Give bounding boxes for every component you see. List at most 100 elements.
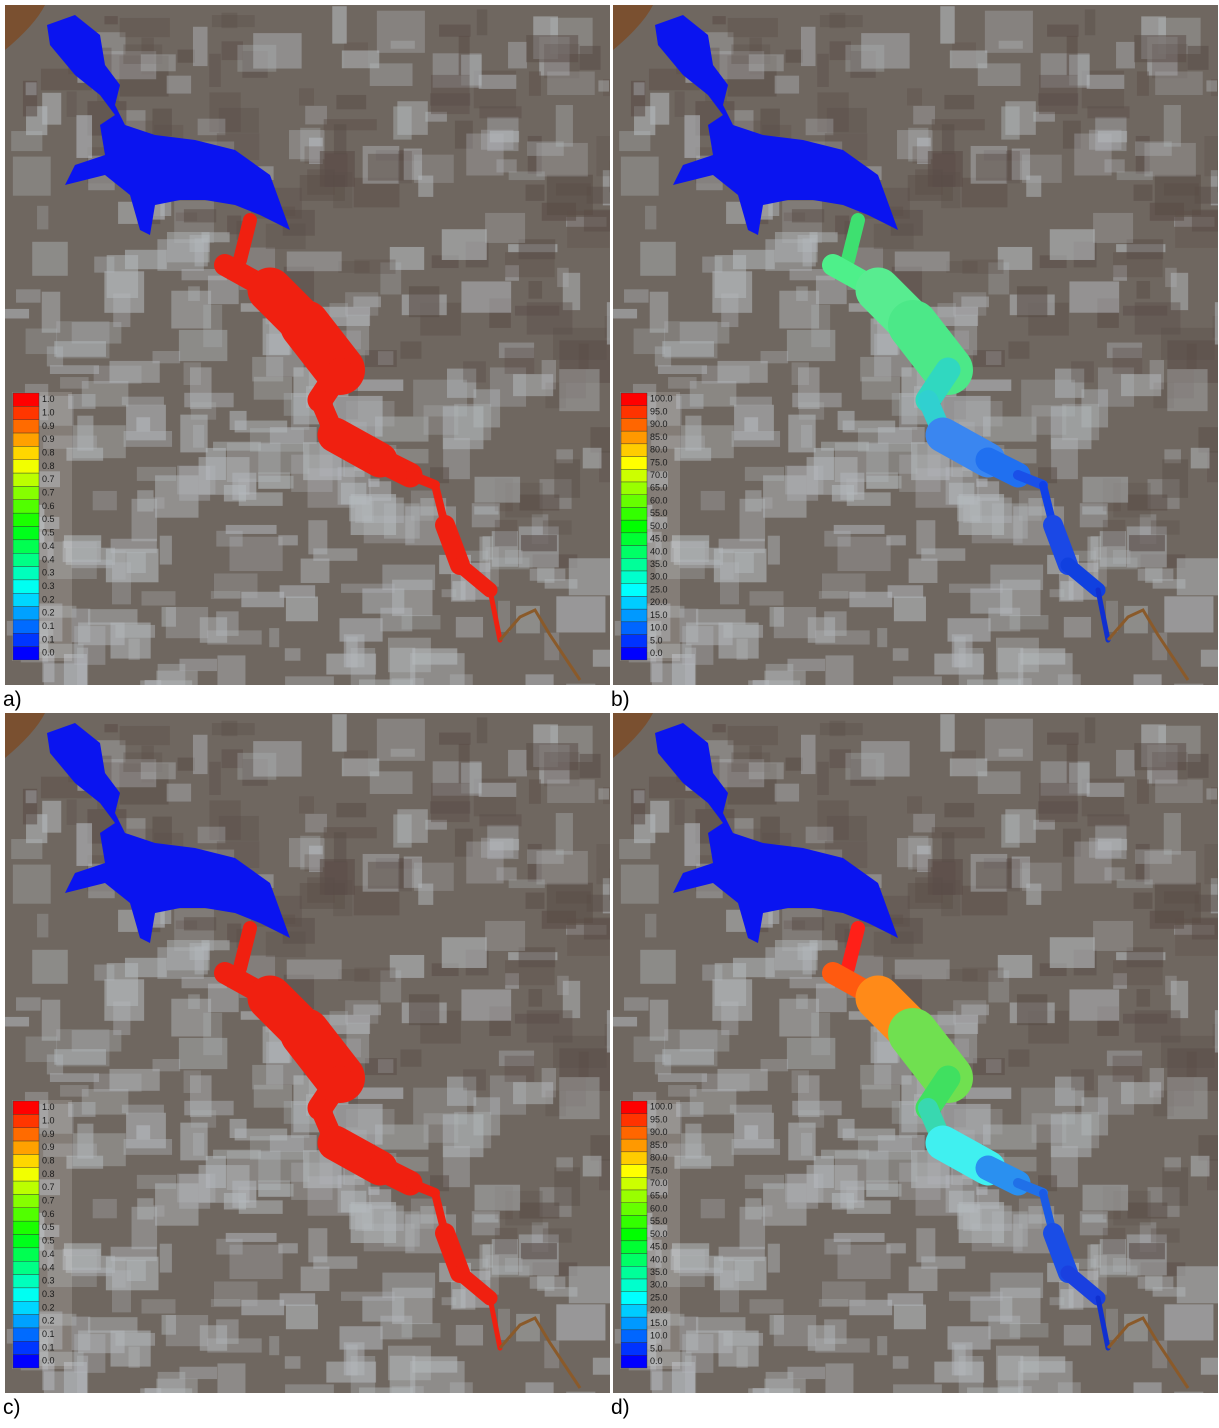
land-patch xyxy=(624,997,649,1010)
land-patch xyxy=(178,758,195,771)
legend-label: 0.6 xyxy=(42,501,55,511)
land-patch xyxy=(184,1070,201,1093)
land-patch xyxy=(719,539,765,553)
land-patch xyxy=(1137,281,1151,299)
land-patch xyxy=(378,1059,393,1073)
land-patch xyxy=(1093,213,1133,243)
legend-swatch xyxy=(621,1177,647,1190)
land-patch xyxy=(650,292,668,333)
land-patch xyxy=(1087,75,1125,89)
land-patch xyxy=(82,381,129,407)
legend-swatch xyxy=(13,1194,39,1207)
land-patch xyxy=(199,457,250,495)
legend-swatch xyxy=(13,1275,39,1288)
land-patch xyxy=(849,1300,892,1315)
legend-swatch xyxy=(621,495,647,508)
legend-label: 0.4 xyxy=(42,1249,55,1259)
land-patch xyxy=(526,674,554,685)
land-patch xyxy=(893,648,909,661)
land-patch xyxy=(774,607,816,638)
legend-label: 0.0 xyxy=(42,1356,55,1366)
land-patch xyxy=(895,252,950,272)
land-patch xyxy=(607,1010,610,1052)
map-panel: 100.095.090.085.080.075.070.065.060.055.… xyxy=(613,713,1218,1393)
land-patch xyxy=(145,1388,162,1393)
land-patch xyxy=(141,54,176,71)
land-patch xyxy=(1164,105,1181,147)
legend-swatch xyxy=(621,507,647,520)
land-patch xyxy=(556,891,591,903)
land-patch xyxy=(398,859,412,891)
land-patch xyxy=(825,1363,853,1393)
land-patch xyxy=(749,762,784,779)
land-patch xyxy=(513,1082,553,1104)
legend-swatch xyxy=(621,1215,647,1228)
land-patch xyxy=(803,946,816,974)
land-patch xyxy=(152,817,171,845)
land-patch xyxy=(696,609,746,625)
land-patch xyxy=(634,790,645,803)
land-patch xyxy=(701,1199,725,1218)
land-patch xyxy=(11,839,42,859)
legend-label: 0.9 xyxy=(42,1142,55,1152)
land-patch xyxy=(341,584,395,593)
legend-label: 0.1 xyxy=(42,1329,55,1339)
land-patch xyxy=(222,13,238,28)
land-patch xyxy=(141,762,176,779)
land-patch xyxy=(1039,783,1078,822)
land-patch xyxy=(5,1017,29,1027)
land-patch xyxy=(838,411,855,430)
land-patch xyxy=(129,1347,140,1368)
legend-label: 35.0 xyxy=(650,1267,668,1277)
land-patch xyxy=(72,1030,122,1052)
land-patch xyxy=(250,1136,304,1160)
land-patch xyxy=(112,1258,125,1287)
land-patch xyxy=(1134,743,1186,770)
legend-swatch xyxy=(621,546,647,559)
land-patch xyxy=(1010,1323,1049,1337)
legend-swatch xyxy=(621,444,647,457)
land-patch xyxy=(362,1208,374,1231)
land-patch xyxy=(1164,813,1181,855)
land-patch xyxy=(1008,341,1029,358)
land-patch xyxy=(760,109,779,137)
land-patch xyxy=(287,960,342,980)
legend-swatch xyxy=(13,527,39,540)
land-patch xyxy=(278,535,297,545)
land-patch xyxy=(439,733,470,745)
figure: 1.01.00.90.90.80.80.70.70.60.50.50.40.40… xyxy=(0,0,1219,1428)
land-patch xyxy=(866,1184,901,1197)
land-patch xyxy=(13,157,51,196)
land-patch xyxy=(817,54,829,87)
land-patch xyxy=(485,921,525,951)
legend-label: 85.0 xyxy=(650,432,668,442)
land-patch xyxy=(481,838,513,858)
land-patch xyxy=(463,361,486,382)
land-patch xyxy=(94,965,114,981)
land-patch xyxy=(529,281,543,299)
land-patch xyxy=(354,968,395,982)
land-patch xyxy=(391,41,415,49)
legend-swatch xyxy=(13,513,39,526)
legend-swatch xyxy=(13,1141,39,1154)
land-patch xyxy=(559,1077,599,1119)
legend-label: 0.5 xyxy=(42,1222,55,1232)
land-patch xyxy=(877,1336,887,1355)
land-patch xyxy=(78,1330,125,1353)
land-patch xyxy=(1215,302,1218,344)
land-patch xyxy=(226,525,277,534)
land-patch xyxy=(893,676,942,685)
land-patch xyxy=(801,425,812,448)
land-patch xyxy=(1187,344,1197,369)
land-patch xyxy=(167,784,191,802)
land-patch xyxy=(634,328,666,354)
land-patch xyxy=(933,153,956,187)
land-patch xyxy=(26,82,37,95)
land-patch xyxy=(160,536,172,565)
land-patch xyxy=(184,393,233,408)
legend-swatch xyxy=(621,482,647,495)
land-patch xyxy=(894,1305,926,1330)
land-patch xyxy=(375,1125,428,1150)
land-patch xyxy=(237,45,276,72)
land-patch xyxy=(834,1233,885,1242)
